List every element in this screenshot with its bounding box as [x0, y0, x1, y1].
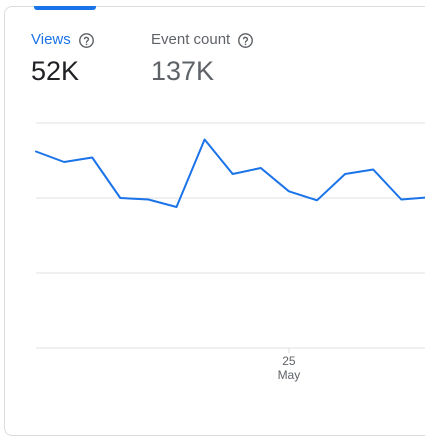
series-line-views [35, 138, 425, 208]
metric-label-event-count: Event count [151, 31, 231, 48]
metric-label-views: Views [31, 31, 71, 48]
help-circle-icon[interactable] [78, 32, 95, 49]
views-line-chart: 25May01Jun [35, 122, 425, 382]
metrics-chart-card [4, 6, 425, 436]
metric-tab-event-count[interactable]: Event count 137K [151, 30, 254, 88]
metric-tab-views[interactable]: Views 52K [31, 30, 95, 88]
metric-value-views: 52K [31, 56, 80, 86]
x-tick-label-day: 25 [282, 354, 296, 368]
metric-value-event-count: 137K [151, 56, 215, 86]
active-tab-indicator [34, 6, 96, 10]
help-circle-icon[interactable] [237, 32, 254, 49]
x-tick-label-month: May [278, 368, 301, 382]
